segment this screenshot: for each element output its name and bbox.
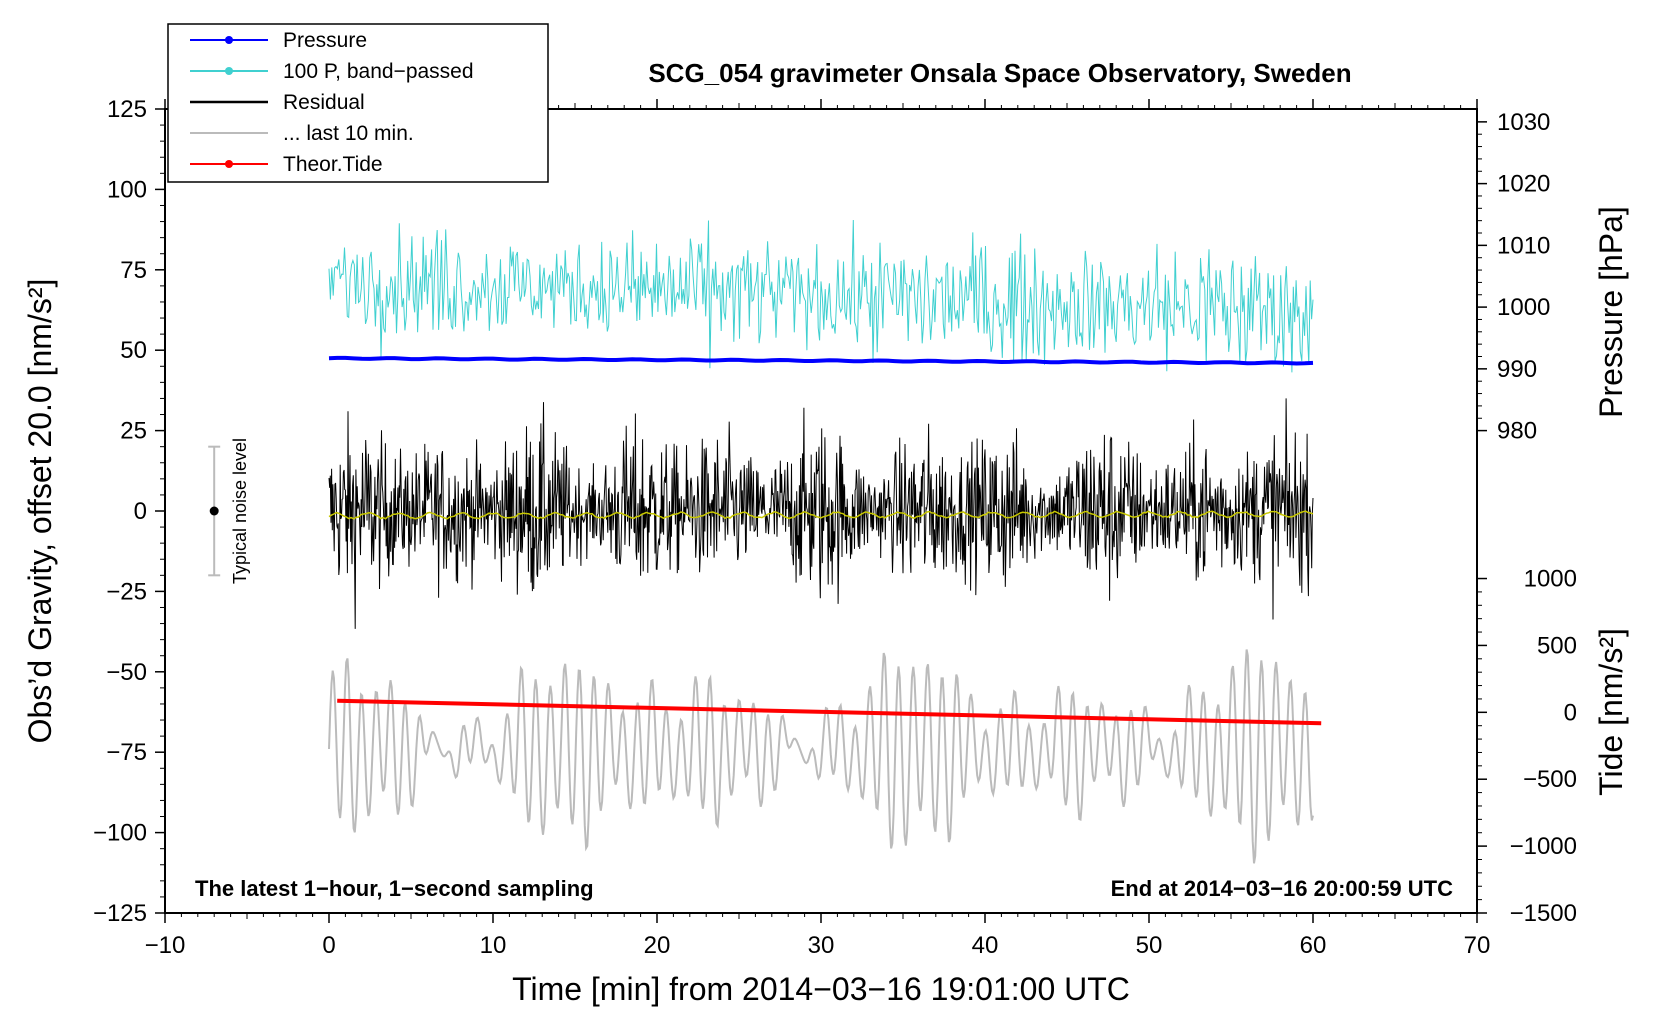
series-tide-line: [337, 698, 1322, 726]
pressure-tick-label: 1010: [1497, 232, 1550, 259]
y-tick-label: 100: [107, 176, 147, 203]
annotation-sampling: The latest 1−hour, 1−second sampling: [195, 876, 594, 901]
y-axis-tide: 1000 500 0 −500 −1000 −1500: [1477, 566, 1577, 927]
legend-label: Pressure: [283, 29, 367, 52]
y-axis-left-title: Obs’d Gravity, offset 20.0 [nm/s²]: [22, 279, 58, 744]
x-tick-label: −10: [145, 932, 186, 959]
y-tick-label: −50: [106, 659, 147, 686]
series-layer: [328, 219, 1322, 864]
legend-label: Residual: [283, 91, 365, 114]
legend-marker: [225, 67, 233, 75]
pressure-tick-label: 1000: [1497, 294, 1550, 321]
x-tick-label: 30: [808, 932, 835, 959]
y-axis-pressure-title: Pressure [hPa]: [1593, 206, 1629, 418]
tide-tick-label: 1000: [1524, 566, 1577, 593]
tide-tick-label: −500: [1523, 766, 1577, 793]
y-axis-tide-title: Tide [nm/s²]: [1593, 628, 1629, 796]
legend-label: ... last 10 min.: [283, 122, 414, 145]
x-tick-label: 60: [1300, 932, 1327, 959]
y-tick-label: −75: [106, 739, 147, 766]
tide-tick-label: 0: [1564, 699, 1577, 726]
y-tick-label: 125: [107, 96, 147, 123]
legend-marker: [225, 36, 233, 44]
series-residual-line: [328, 398, 1314, 629]
noise-level-bar: Typical noise level: [208, 438, 250, 584]
x-axis: −10 0 10 20 30 40 50 60 70: [145, 99, 1491, 959]
y-tick-label: −100: [93, 820, 147, 847]
x-axis-title: Time [min] from 2014−03−16 19:01:00 UTC: [512, 971, 1130, 1007]
series-band-passed-line: [328, 219, 1314, 373]
series-residual-smoothed-line: [328, 510, 1314, 520]
y-axis-pressure: 1030 1020 1010 1000 990 980: [1477, 109, 1550, 445]
y-tick-label: −25: [106, 578, 147, 605]
legend: Pressure 100 P, band−passed Residual ... la…: [167, 23, 549, 183]
pressure-tick-label: 980: [1497, 418, 1537, 445]
annotation-end-time: End at 2014−03−16 20:00:59 UTC: [1111, 876, 1454, 901]
y-axis-left: 125 100 75 50 25 0 −25 −50 −75 −100 −125: [93, 96, 165, 927]
pressure-tick-label: 1030: [1497, 109, 1550, 136]
x-tick-label: 0: [322, 932, 335, 959]
legend-marker: [225, 160, 233, 168]
x-tick-label: 20: [644, 932, 671, 959]
y-tick-label: 75: [120, 257, 147, 284]
x-tick-label: 40: [972, 932, 999, 959]
series-pressure-line: [328, 355, 1314, 366]
chart-title: SCG_054 gravimeter Onsala Space Observat…: [648, 58, 1351, 88]
series-last-10-min-line: [328, 649, 1314, 864]
noise-bar-dot: [209, 506, 219, 516]
legend-label: 100 P, band−passed: [283, 60, 474, 83]
x-tick-label: 70: [1464, 932, 1491, 959]
y-tick-label: 25: [120, 418, 147, 445]
x-tick-label: 10: [480, 932, 507, 959]
legend-label: Theor.Tide: [283, 153, 383, 176]
tide-tick-label: −1500: [1510, 900, 1577, 927]
pressure-tick-label: 990: [1497, 356, 1537, 383]
tide-tick-label: −1000: [1510, 833, 1577, 860]
y-tick-label: 50: [120, 337, 147, 364]
tide-tick-label: 500: [1537, 632, 1577, 659]
y-tick-label: 0: [134, 498, 147, 525]
noise-bar-label: Typical noise level: [230, 438, 250, 584]
y-tick-label: −125: [93, 900, 147, 927]
x-tick-label: 50: [1136, 932, 1163, 959]
pressure-tick-label: 1020: [1497, 171, 1550, 198]
